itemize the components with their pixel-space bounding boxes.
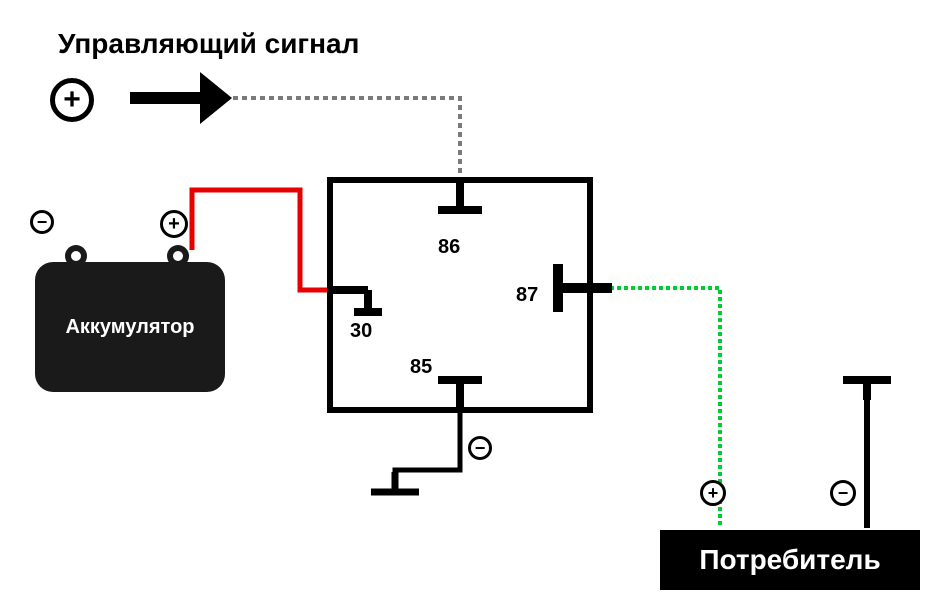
control-signal-title: Управляющий сигнал: [58, 28, 359, 60]
control-signal-plus-icon: +: [50, 78, 94, 122]
battery-block: Аккумулятор: [35, 262, 225, 392]
control-signal-arrow-icon: [200, 72, 232, 124]
consumer-label: Потребитель: [699, 544, 880, 576]
pin-30-label: 30: [350, 320, 372, 343]
pin-87-label: 87: [516, 284, 538, 307]
consumer-minus-icon: −: [830, 480, 856, 506]
consumer-block: Потребитель: [660, 530, 920, 590]
pin-85-minus-icon: −: [468, 436, 492, 460]
pin-86-label: 86: [438, 236, 460, 259]
consumer-plus-icon: +: [700, 480, 726, 506]
battery-minus-icon: −: [30, 210, 54, 234]
battery-plus-icon: +: [160, 210, 188, 238]
pin-85-label: 85: [410, 356, 432, 379]
battery-label: Аккумулятор: [65, 316, 194, 339]
wire-p85_to_ground: [395, 410, 460, 492]
wire-signal: [233, 98, 460, 180]
